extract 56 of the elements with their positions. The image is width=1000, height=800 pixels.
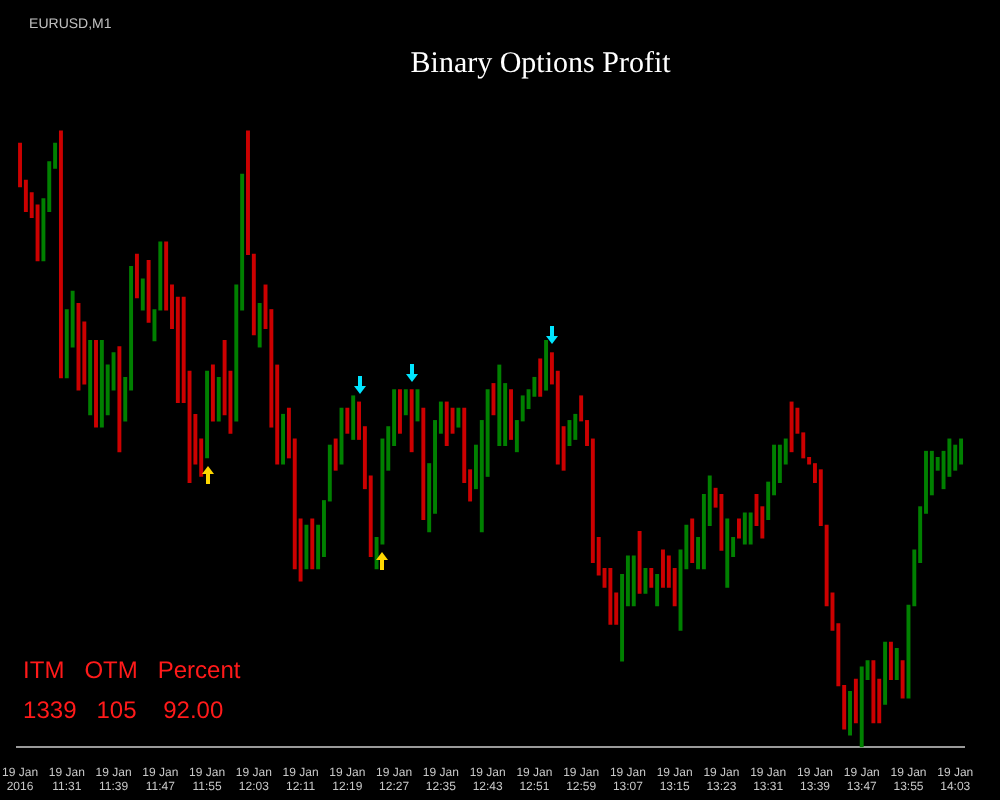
candlestick	[134, 253, 139, 299]
candlestick	[719, 493, 724, 551]
candlestick	[117, 346, 122, 453]
candlestick	[94, 339, 98, 428]
annotation: 1339 105 92.00	[23, 695, 224, 724]
candlestick	[281, 413, 286, 465]
candlestick	[544, 339, 549, 391]
candlestick	[853, 678, 858, 724]
candlestick	[205, 370, 210, 459]
candlestick	[58, 130, 63, 379]
candlestick	[883, 641, 888, 705]
candlestick	[140, 278, 145, 311]
candlestick	[888, 641, 893, 681]
candlestick	[403, 389, 408, 416]
candlestick	[421, 407, 426, 520]
candlestick	[848, 691, 852, 736]
candlestick	[509, 389, 513, 440]
candlestick	[573, 413, 578, 440]
candlestick	[725, 518, 730, 588]
candlestick	[608, 567, 613, 625]
candlestick	[538, 358, 543, 397]
candlestick	[690, 518, 695, 564]
candlestick	[789, 401, 794, 453]
candlestick	[748, 512, 753, 545]
candlestick	[99, 339, 104, 428]
candlestick	[146, 259, 151, 323]
candlestick	[661, 549, 665, 588]
candlestick	[456, 407, 461, 428]
candlestick	[655, 574, 660, 607]
candlestick	[737, 518, 741, 539]
candlestick	[953, 444, 958, 471]
candlestick	[409, 389, 414, 453]
candlestick	[444, 401, 449, 447]
candlestick	[894, 647, 899, 681]
candlestick	[88, 339, 93, 416]
candlestick	[333, 438, 338, 471]
candlestick	[351, 395, 356, 440]
candlestick	[959, 438, 964, 465]
candlestick	[216, 376, 221, 422]
candlestick	[742, 512, 747, 545]
candlestick	[637, 530, 642, 594]
candlestick	[257, 303, 262, 348]
candlestick	[345, 407, 350, 434]
candlestick	[871, 660, 876, 724]
candlestick	[210, 364, 215, 422]
candlestick	[497, 364, 502, 447]
annotation: ITM OTM Percent	[23, 655, 242, 684]
candlestick	[631, 555, 636, 607]
candlestick	[900, 660, 905, 699]
candlestick	[643, 567, 648, 594]
candlestick	[310, 518, 315, 570]
candlestick	[649, 567, 654, 588]
chart-title: Binary Options Profit	[410, 47, 673, 80]
candlestick	[304, 524, 309, 570]
candlestick	[859, 666, 864, 748]
candlestick	[397, 389, 402, 434]
